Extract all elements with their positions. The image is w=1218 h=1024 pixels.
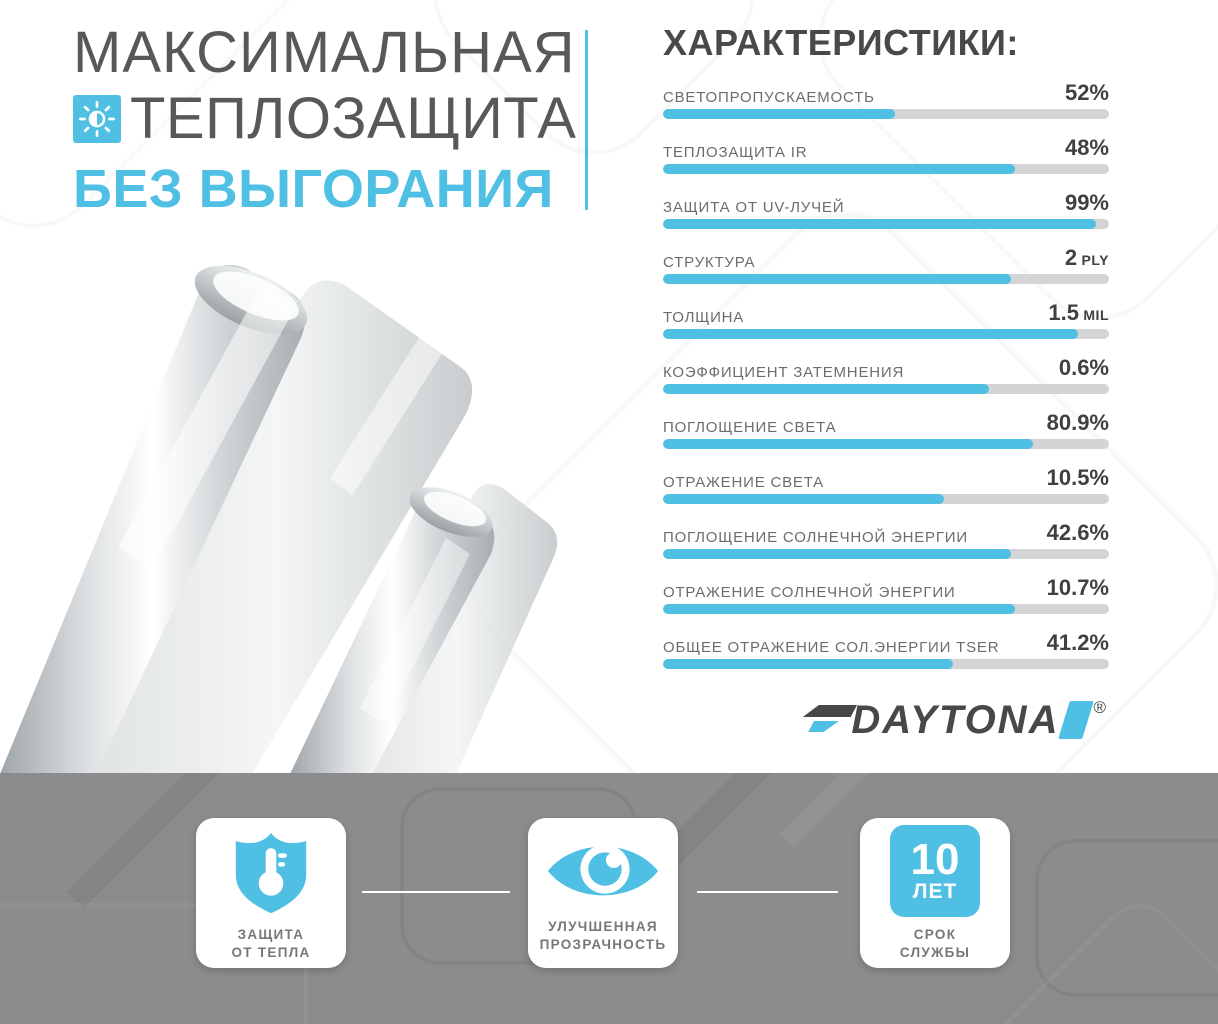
title-block: МАКСИМАЛЬНАЯ (73, 24, 576, 216)
spec-value: 1.5 MIL (1048, 300, 1109, 325)
spec-value: 42.6% (1046, 520, 1109, 545)
spec-value: 48% (1064, 135, 1109, 160)
spec-bar (663, 659, 1109, 669)
spec-row: ОТРАЖЕНИЕ СОЛНЕЧНОЙ ЭНЕРГИИ 10.7% (663, 575, 1109, 614)
spec-bar (663, 329, 1109, 339)
spec-label: ОТРАЖЕНИЕ СОЛНЕЧНОЙ ЭНЕРГИИ (663, 584, 956, 601)
badge-label-line: СЛУЖБЫ (899, 944, 971, 960)
badge-label-line: СРОК (913, 926, 957, 942)
badge-label-line: УЛУЧШЕННАЯ (548, 918, 658, 934)
badge-label: ЗАЩИТА ОТ ТЕПЛА (231, 926, 310, 961)
spec-label: СТРУКТУРА (663, 254, 756, 271)
spec-label: ОТРАЖЕНИЕ СВЕТА (663, 474, 824, 491)
badge-label-line: ЗАЩИТА (237, 926, 305, 942)
brand-logo: DAYTONA ® (806, 698, 1106, 742)
spec-bar (663, 604, 1109, 614)
specs-panel: ХАРАКТЕРИСТИКИ: СВЕТОПРОПУСКАЕМОСТЬ 52% ТЕ… (663, 24, 1109, 687)
spec-bar (663, 439, 1109, 449)
spec-bar (663, 274, 1109, 284)
spec-value: 99% (1064, 190, 1109, 215)
spec-value: 2 PLY (1064, 245, 1109, 270)
badge-label: УЛУЧШЕННАЯ ПРОЗРАЧНОСТЬ (540, 918, 667, 953)
spec-label: ПОГЛОЩЕНИЕ СВЕТА (663, 419, 837, 436)
spec-row: КОЭФФИЦИЕНТ ЗАТЕМНЕНИЯ 0.6% (663, 355, 1109, 394)
ten-years-icon: 10 ЛЕТ (890, 824, 980, 917)
spec-label: ЗАЩИТА ОТ UV-ЛУЧЕЙ (663, 199, 845, 216)
logo-text: DAYTONA (851, 698, 1060, 742)
sun-brightness-icon (73, 95, 121, 143)
spec-bar (663, 219, 1109, 229)
spec-bar-fill (663, 604, 1016, 614)
band-pattern (1035, 839, 1218, 997)
spec-value: 80.9% (1046, 410, 1109, 435)
spec-value: 52% (1064, 80, 1109, 105)
spec-unit: MIL (1079, 307, 1109, 323)
title-line-2: ТЕПЛОЗАЩИТА (130, 86, 577, 151)
sun-glyph (79, 101, 115, 138)
spec-row: ОБЩЕЕ ОТРАЖЕНИЕ СОЛ.ЭНЕРГИИ TSER 41.2% (663, 630, 1109, 669)
badge-label-line: ПРОЗРАЧНОСТЬ (539, 936, 667, 952)
spec-bar-fill (663, 274, 1011, 284)
title-divider-line (585, 30, 588, 210)
years-word: ЛЕТ (912, 879, 958, 903)
title-line-3: БЕЗ ВЫГОРАНИЯ (73, 159, 554, 219)
spec-bar-fill (663, 219, 1096, 229)
eye-icon (547, 844, 659, 896)
spec-value: 10.7% (1046, 575, 1109, 600)
spec-bar (663, 494, 1109, 504)
badge-label-line: ОТ ТЕПЛА (231, 944, 311, 960)
spec-label: ПОГЛОЩЕНИЕ СОЛНЕЧНОЙ ЭНЕРГИИ (663, 529, 968, 546)
spec-bar-fill (663, 439, 1034, 449)
title-line-1: МАКСИМАЛЬНАЯ (73, 20, 576, 85)
spec-row: ЗАЩИТА ОТ UV-ЛУЧЕЙ 99% (663, 190, 1109, 229)
spec-label: ОБЩЕЕ ОТРАЖЕНИЕ СОЛ.ЭНЕРГИИ TSER (663, 639, 1000, 656)
spec-value: 41.2% (1046, 630, 1109, 655)
spec-bar (663, 164, 1109, 174)
spec-bar (663, 549, 1109, 559)
spec-value: 0.6% (1058, 355, 1109, 380)
logo-speed-mark-icon (806, 702, 854, 738)
spec-row: ОТРАЖЕНИЕ СВЕТА 10.5% (663, 465, 1109, 504)
spec-row: ПОГЛОЩЕНИЕ СОЛНЕЧНОЙ ЭНЕРГИИ 42.6% (663, 520, 1109, 559)
spec-label: ТЕПЛОЗАЩИТА IR (663, 144, 808, 161)
badge-label: СРОК СЛУЖБЫ (900, 926, 970, 961)
badge-service-life: 10 ЛЕТ СРОК СЛУЖБЫ (860, 818, 1010, 968)
spec-bar-fill (663, 494, 944, 504)
spec-bar-fill (663, 659, 953, 669)
spec-label: КОЭФФИЦИЕНТ ЗАТЕМНЕНИЯ (663, 364, 905, 381)
registered-trademark-icon: ® (1093, 698, 1106, 717)
spec-bar-fill (663, 384, 989, 394)
spec-value: 10.5% (1046, 465, 1109, 490)
spec-bar-fill (663, 549, 1011, 559)
spec-bar-fill (663, 329, 1078, 339)
spec-bar-fill (663, 164, 1016, 174)
spec-label: СВЕТОПРОПУСКАЕМОСТЬ (663, 89, 875, 106)
product-photo-film-rolls (0, 264, 558, 774)
spec-row: ПОГЛОЩЕНИЕ СВЕТА 80.9% (663, 410, 1109, 449)
spec-row: СВЕТОПРОПУСКАЕМОСТЬ 52% (663, 80, 1109, 119)
connector-line (362, 891, 510, 893)
specs-heading: ХАРАКТЕРИСТИКИ: (663, 22, 1019, 63)
spec-bar (663, 384, 1109, 394)
spec-unit: PLY (1077, 252, 1109, 268)
spec-bar-fill (663, 109, 895, 119)
years-number: 10 (910, 834, 960, 884)
spec-row: СТРУКТУРА 2 PLY (663, 245, 1109, 284)
logo-slash-icon (1058, 701, 1095, 739)
shield-thermometer-icon (235, 833, 307, 914)
badge-heat-protection: ЗАЩИТА ОТ ТЕПЛА (196, 818, 346, 968)
spec-row: ТЕПЛОЗАЩИТА IR 48% (663, 135, 1109, 174)
spec-row: ТОЛЩИНА 1.5 MIL (663, 300, 1109, 339)
spec-bar (663, 109, 1109, 119)
spec-label: ТОЛЩИНА (663, 309, 745, 326)
badge-improved-clarity: УЛУЧШЕННАЯ ПРОЗРАЧНОСТЬ (528, 818, 678, 968)
connector-line (697, 891, 838, 893)
specs-rows: СВЕТОПРОПУСКАЕМОСТЬ 52% ТЕПЛОЗАЩИТА IR 48% З… (663, 80, 1109, 669)
